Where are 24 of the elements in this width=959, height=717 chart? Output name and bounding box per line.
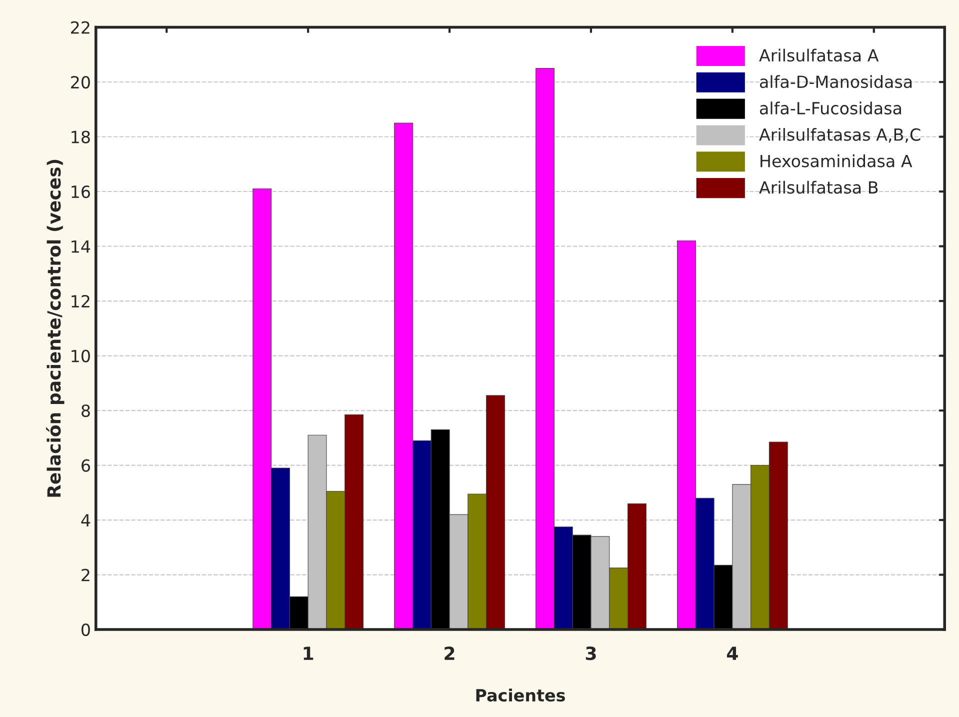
y-tick-label: 6 <box>82 459 90 472</box>
x-tick-label: 4 <box>726 646 738 660</box>
y-tick-label: 0 <box>82 623 90 636</box>
x-tick-label: 3 <box>586 646 596 660</box>
legend-label: Arilsulfatasa A <box>759 48 879 62</box>
y-tick-label: 2 <box>82 568 90 582</box>
y-tick-label: 4 <box>81 514 90 526</box>
legend-label: Hexosaminidasa A <box>760 154 912 168</box>
legend-label: alfa-L-Fucosidasa <box>760 102 901 114</box>
legend-label: Arilsulfatasas A,B,C <box>759 128 920 143</box>
legend-label: alfa-D-Manosidasa <box>760 75 912 88</box>
y-axis-title: Relación paciente/control (veces) <box>46 160 64 497</box>
x-axis-title: Pacientes <box>476 688 565 702</box>
y-tick-label: 10 <box>72 350 90 362</box>
y-tick-label: 14 <box>72 240 90 253</box>
y-tick-label: 18 <box>72 130 90 144</box>
x-tick-label: 1 <box>304 646 314 660</box>
y-tick-label: 12 <box>72 294 90 308</box>
x-tick-label: 2 <box>444 646 454 660</box>
y-tick-label: 16 <box>72 185 90 198</box>
y-tick-label: 20 <box>71 76 90 89</box>
y-tick-label: 8 <box>82 404 90 418</box>
legend-label: Arilsulfatasa B <box>759 180 878 194</box>
y-tick-label: 22 <box>71 21 90 34</box>
